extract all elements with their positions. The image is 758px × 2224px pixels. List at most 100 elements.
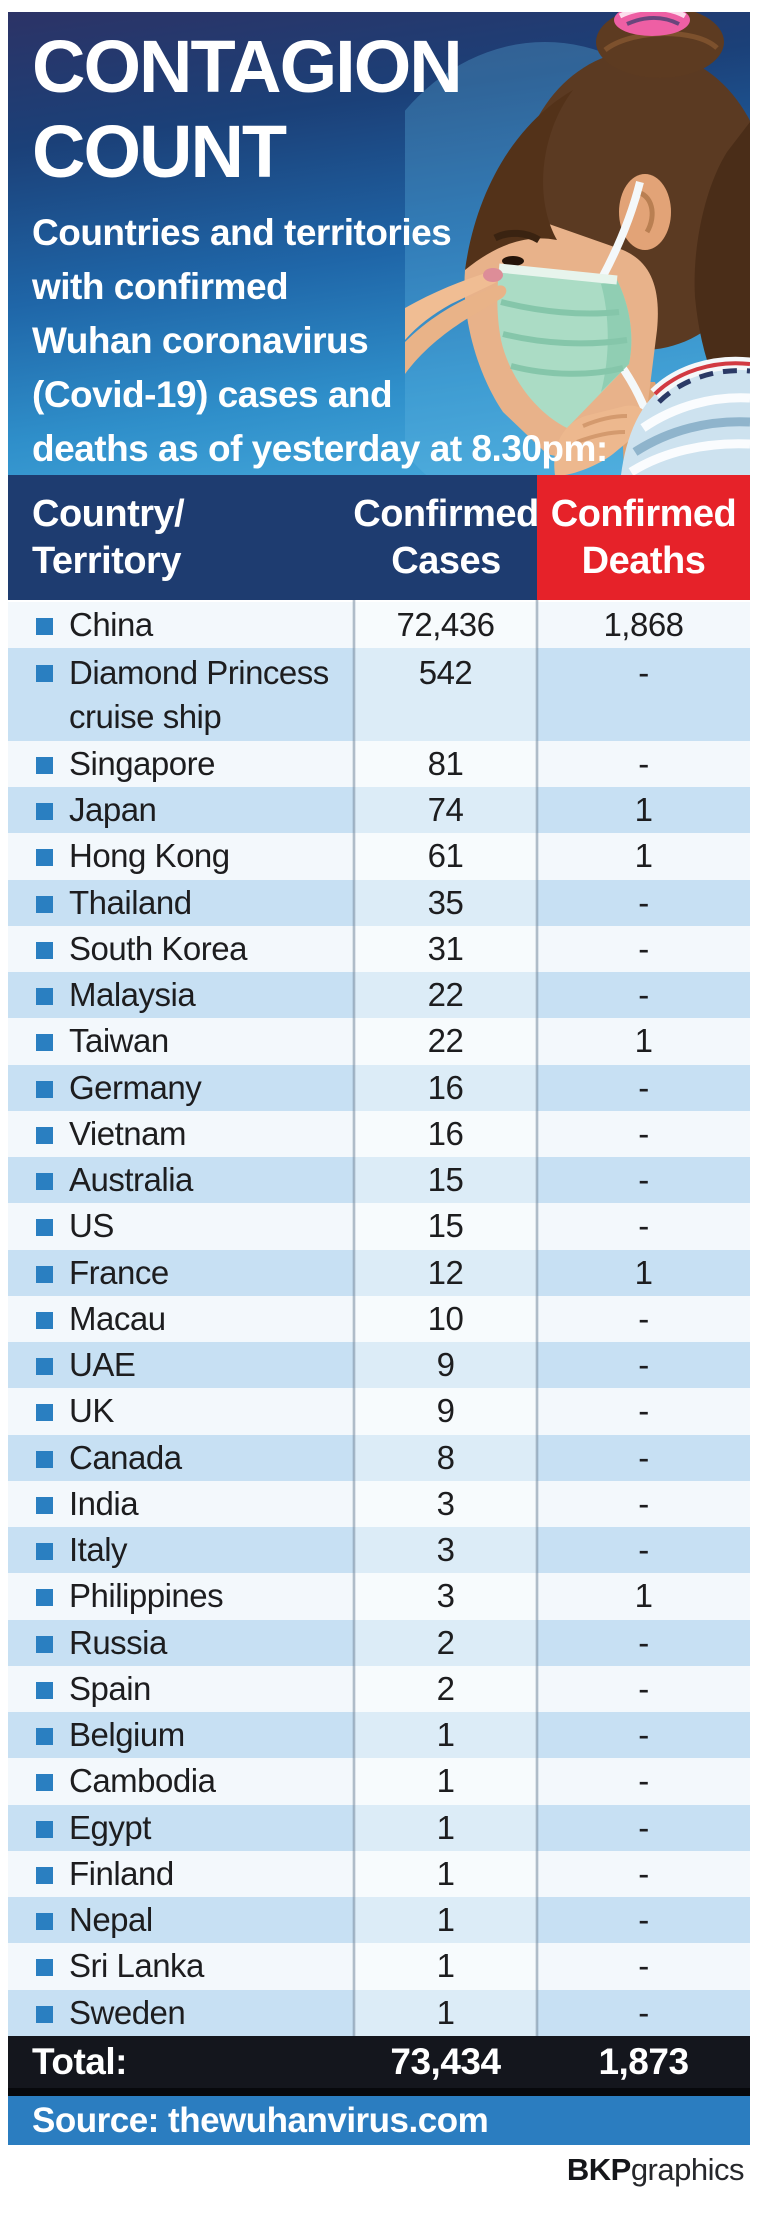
lower-hand [554,405,647,475]
hand-finger [405,271,500,340]
confirmed-deaths-value: - [638,1901,649,1939]
table-row: Russia 2 - [8,1619,750,1666]
country-cell: South Korea [8,926,354,972]
country-name: South Korea [69,929,247,967]
table-row: UAE 9 - [8,1342,750,1389]
bullet-square-icon [36,1728,53,1746]
eye [502,256,524,266]
confirmed-cases-value: 35 [354,879,537,926]
country-name: Malaysia [69,976,196,1014]
total-label: Total: [32,2041,127,2082]
table-row: Singapore 81 - [8,740,750,787]
country-cell: Egypt [8,1805,354,1851]
collar-trim-navy [657,368,750,404]
table-row: Finland 1 - [8,1850,750,1897]
country-cell: Italy [8,1527,354,1573]
mask-pleat [502,331,628,347]
table-row: Philippines 3 1 [8,1573,750,1620]
country-name: Sri Lanka [69,1947,204,1985]
country-cell: Macau [8,1296,354,1342]
bullet-square-icon [36,665,53,683]
country-name: Finland [69,1854,174,1892]
country-cell: Germany [8,1065,354,1111]
country-cell: Diamond Princess cruise ship [8,648,354,741]
confirmed-deaths-value: 1 [634,1577,653,1615]
confirmed-deaths-value: - [638,744,649,782]
country-cell: Sweden [8,1990,354,2036]
table-row: Belgium 1 - [8,1712,750,1759]
confirmed-cases-value: 31 [354,925,537,972]
country-cell: Philippines [8,1573,354,1619]
country-cell: India [8,1481,354,1527]
confirmed-deaths-value: - [638,1299,649,1337]
country-name: Philippines [69,1577,224,1615]
country-cell: Cambodia [8,1758,354,1804]
bullet-square-icon [36,1404,53,1422]
bullet-square-icon [36,618,53,636]
table-row: UK 9 - [8,1388,750,1435]
confirmed-deaths-value: - [638,1947,649,1985]
confirmed-cases-value: 74 [354,787,537,834]
confirmed-deaths-value: 1 [634,837,653,875]
confirmed-cases-value: 1 [354,1804,537,1851]
bullet-square-icon [36,1173,53,1191]
column-divider [535,600,539,2036]
country-cell: Finland [8,1851,354,1897]
column-header-confirmed-cases: Confirmed Cases [353,492,539,582]
bullet-square-icon [36,1866,53,1884]
confirmed-cases-value: 1 [354,1897,537,1944]
bullet-square-icon [36,1774,53,1792]
country-name: Diamond Princess cruise ship [69,654,329,736]
column-divider [352,600,356,2036]
fingernail [483,268,503,282]
bullet-square-icon [36,1450,53,1468]
country-cell: Japan [8,787,354,833]
bullet-square-icon [36,1219,53,1237]
country-name: Singapore [69,744,215,782]
bullet-square-icon [36,1311,53,1329]
collar-trim-red [653,361,750,396]
bullet-square-icon [36,1820,53,1838]
bullet-square-icon [36,988,53,1006]
hair-bangs [465,90,573,270]
page-title: CONTAGION COUNT [32,24,463,194]
bullet-square-icon [36,1034,53,1052]
table-header: Country/ Territory Confirmed Cases Confi… [8,475,750,600]
country-name: Sweden [69,1993,186,2031]
country-name: Taiwan [69,1022,169,1060]
shirt-stripe [628,439,750,475]
country-name: Thailand [69,883,192,921]
total-row: Total: 73,434 1,873 [8,2036,750,2096]
table-body: China 72,436 1,868 Diamond Princess crui… [8,600,750,2036]
ear [619,174,671,250]
intro-text: Countries and territories with confirmed… [32,206,608,475]
mask-strap-top [599,181,644,278]
column-header-country: Country/ Territory [32,492,185,582]
confirmed-cases-value: 15 [354,1157,537,1204]
confirmed-deaths-value: - [638,1623,649,1661]
country-name: Germany [69,1068,202,1106]
confirmed-deaths-value: - [638,1762,649,1800]
country-cell: Canada [8,1435,354,1481]
confirmed-cases-value: 8 [354,1434,537,1481]
country-name: Canada [69,1438,182,1476]
intro-line: (Covid-19) cases and [32,374,393,415]
shirt-stripe [632,417,750,456]
confirmed-cases-value: 2 [354,1665,537,1712]
confirmed-deaths-value: - [638,1392,649,1430]
confirmed-cases-value: 16 [354,1064,537,1111]
confirmed-cases-value: 3 [354,1480,537,1527]
intro-line: deaths as of yesterday at 8.30pm: [32,428,608,469]
mask-pleat [500,299,620,317]
country-cell: Belgium [8,1712,354,1758]
confirmed-deaths-value: - [638,1854,649,1892]
hand [405,285,507,374]
country-name: Hong Kong [69,837,230,875]
confirmed-deaths-value: - [638,1531,649,1569]
country-name: UAE [69,1346,136,1384]
confirmed-cases-value: 10 [354,1295,537,1342]
graphics-credit: BKPgraphics [567,2152,745,2188]
country-name: Nepal [69,1901,153,1939]
country-cell: Australia [8,1157,354,1203]
